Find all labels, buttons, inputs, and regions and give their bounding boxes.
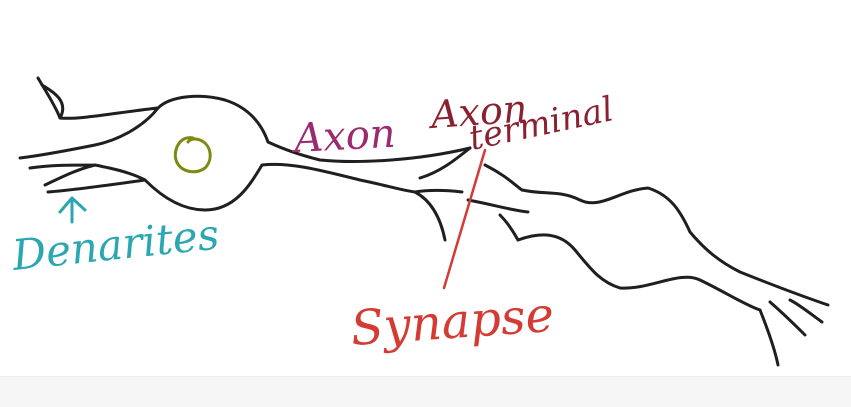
left-neuron-axon-terminal-branch-b <box>413 189 464 194</box>
left-neuron-dendrite-middle <box>28 163 97 187</box>
synapse-pointer-line <box>442 148 487 290</box>
right-neuron-dendrite-2 <box>466 198 530 214</box>
left-neuron <box>18 76 472 242</box>
left-neuron-axon-terminal-branch-c <box>418 146 472 180</box>
dendrites-arrow <box>58 196 87 224</box>
right-neuron-body-bottom <box>516 233 762 312</box>
right-neuron-dendrite-3 <box>498 213 520 242</box>
right-neuron-dendrite-1 <box>483 163 524 192</box>
right-neuron-terminal-3 <box>788 298 824 324</box>
canvas-bottom-strip <box>0 376 851 407</box>
right-neuron <box>466 163 830 367</box>
dendrites-label: Denarites <box>9 210 221 281</box>
left-neuron-dendrite-top <box>36 76 160 120</box>
right-neuron-terminal-2 <box>768 300 807 337</box>
right-neuron-body-top <box>520 186 830 307</box>
left-neuron-dendrite-upper <box>18 143 97 160</box>
left-neuron-soma-bottom <box>93 162 417 212</box>
axon-label: Axon <box>289 111 397 162</box>
nucleus-shape <box>173 136 212 174</box>
axon-terminal-label-line1: Axon <box>427 86 529 137</box>
left-neuron-dendrite-bottom <box>46 178 147 194</box>
left-neuron-soma-top <box>93 94 472 163</box>
right-neuron-terminal-1 <box>758 308 780 367</box>
left-neuron-axon-terminal-branch-a <box>413 190 447 242</box>
synapse-label: Synapse <box>349 287 556 357</box>
